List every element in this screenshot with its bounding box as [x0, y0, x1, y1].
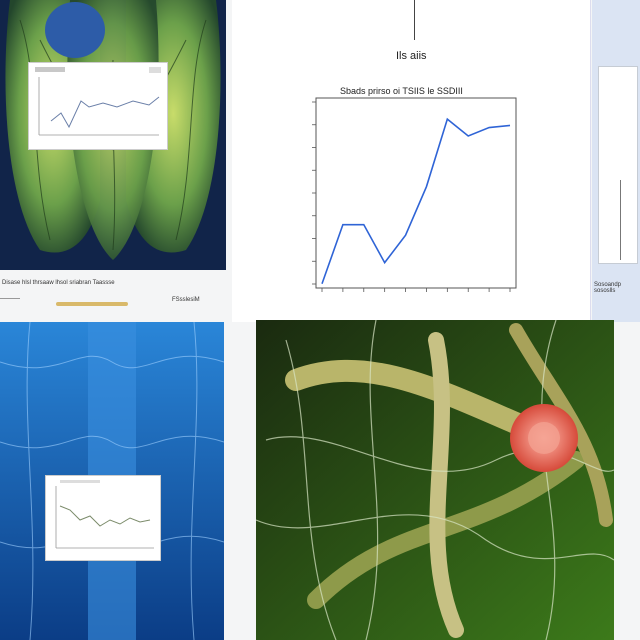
anatomy-illustration-top-left: [0, 0, 226, 270]
top-center-axis-line: [414, 0, 415, 40]
inset-chart-top-left: [35, 67, 161, 136]
main-chart-panel: Ils aiis Sbads prirso oi TSIIS le SSDIII: [232, 0, 591, 322]
right-partial-label: Sosoandp sososlls: [594, 282, 622, 294]
top-center-label: Ils aiis: [396, 50, 427, 62]
main-chart-line: [321, 117, 511, 285]
inset-chart-card-top-left: [28, 62, 168, 150]
main-chart: [312, 97, 517, 292]
main-chart-frame: [315, 97, 517, 289]
right-partial-panel: Sosoandp sososlls: [592, 0, 640, 322]
top-left-sublabel: FSsslesiM: [172, 297, 200, 303]
main-chart-title: Sbads prirso oi TSIIS le SSDIII: [340, 86, 463, 96]
inset-chart-card-bottom-left: [45, 475, 161, 561]
organic-illustration-bottom-right: [256, 320, 614, 640]
inset-chart-top-left-line: [50, 96, 160, 129]
top-left-caption-bar: [56, 302, 128, 306]
inset-chart-bottom-left-line: [59, 505, 151, 527]
top-left-caption-rule: [0, 298, 20, 299]
anatomy-illustration-bottom-left: [0, 322, 224, 640]
top-left-caption: Disase hlsl thrsaaw lhsol sriabran Taass…: [2, 280, 115, 286]
inset-chart-bottom-left: [55, 480, 154, 549]
